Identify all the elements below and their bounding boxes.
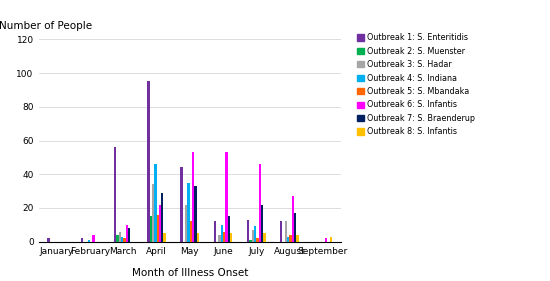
- Bar: [261, 205, 263, 242]
- Bar: [294, 213, 296, 242]
- Bar: [194, 186, 197, 242]
- Bar: [228, 216, 230, 242]
- Bar: [125, 225, 128, 242]
- Bar: [254, 226, 256, 242]
- Bar: [185, 205, 188, 242]
- Bar: [159, 205, 161, 242]
- Bar: [163, 233, 166, 242]
- Bar: [128, 228, 130, 242]
- Bar: [161, 193, 163, 242]
- Bar: [223, 232, 226, 242]
- Bar: [180, 167, 183, 242]
- Bar: [249, 240, 251, 242]
- Bar: [152, 184, 154, 242]
- Bar: [47, 238, 50, 242]
- Bar: [81, 238, 83, 242]
- Bar: [226, 152, 228, 242]
- Text: Month of Illness Onset: Month of Illness Onset: [131, 268, 248, 278]
- Bar: [292, 196, 294, 242]
- Bar: [121, 237, 123, 242]
- Bar: [188, 183, 190, 242]
- Bar: [92, 235, 95, 242]
- Bar: [289, 235, 292, 242]
- Bar: [197, 233, 199, 242]
- Bar: [154, 164, 157, 242]
- Bar: [150, 216, 152, 242]
- Bar: [192, 152, 194, 242]
- Bar: [123, 238, 125, 242]
- Bar: [251, 230, 254, 242]
- Bar: [329, 237, 332, 242]
- Bar: [247, 220, 249, 242]
- Bar: [280, 221, 283, 242]
- Text: Number of People: Number of People: [0, 21, 92, 31]
- Bar: [285, 221, 287, 242]
- Bar: [325, 238, 327, 242]
- Bar: [157, 215, 159, 242]
- Bar: [221, 225, 223, 242]
- Bar: [287, 237, 289, 242]
- Bar: [116, 235, 119, 242]
- Bar: [214, 221, 216, 242]
- Bar: [114, 147, 116, 242]
- Bar: [230, 233, 232, 242]
- Bar: [256, 238, 258, 242]
- Bar: [190, 221, 192, 242]
- Bar: [147, 81, 150, 242]
- Bar: [263, 233, 266, 242]
- Bar: [296, 235, 299, 242]
- Bar: [258, 164, 261, 242]
- Legend: Outbreak 1: S. Enteritidis, Outbreak 2: S. Muenster, Outbreak 3: S. Hadar, Outbr: Outbreak 1: S. Enteritidis, Outbreak 2: …: [357, 33, 475, 136]
- Bar: [87, 240, 90, 242]
- Bar: [218, 235, 221, 242]
- Bar: [119, 232, 121, 242]
